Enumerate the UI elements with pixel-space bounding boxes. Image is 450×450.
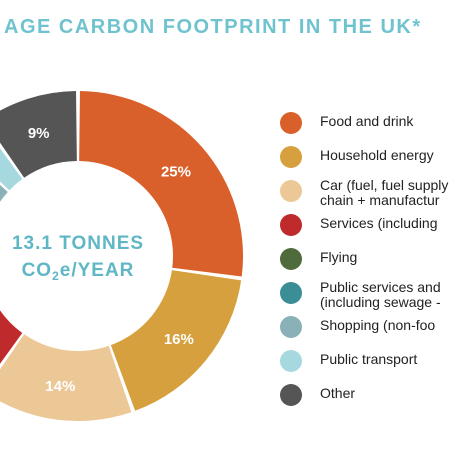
legend-label: Public services and (including sewage -	[320, 280, 441, 310]
legend-swatch	[280, 214, 302, 236]
legend-label: Flying	[320, 250, 358, 265]
legend-swatch	[280, 248, 302, 270]
legend: Food and drink Household energy Car (fuel,…	[280, 110, 450, 416]
legend-swatch	[280, 146, 302, 168]
slice-food-and-drink	[79, 91, 243, 277]
center-label-unit: CO2e/YEAR	[22, 260, 135, 283]
donut-chart: 25%16%14%%9% 13.1 TONNES CO2e/YEAR	[0, 91, 243, 421]
legend-label: Services (including	[320, 216, 438, 231]
legend-swatch	[280, 282, 302, 304]
legend-label: Other	[320, 386, 356, 401]
legend-item: Food and drink	[280, 110, 450, 144]
slice-value-label: 25%	[161, 164, 191, 181]
slice-value-label: 16%	[164, 331, 194, 348]
legend-item: Car (fuel, fuel supply chain + manufactu…	[280, 178, 450, 212]
legend-item: Flying	[280, 246, 450, 280]
slice-value-label: 14%	[45, 378, 75, 395]
legend-item: Other	[280, 382, 450, 416]
chart-title: AGE CARBON FOOTPRINT IN THE UK*	[4, 16, 422, 38]
legend-swatch	[280, 180, 302, 202]
slice-value-label: 9%	[28, 125, 50, 142]
legend-item: Shopping (non-foo	[280, 314, 450, 348]
legend-label: Shopping (non-foo	[320, 318, 436, 333]
slice-other	[0, 91, 77, 178]
legend-label: Car (fuel, fuel supply chain + manufactu…	[320, 178, 449, 208]
legend-item: Household energy	[280, 144, 450, 178]
legend-label: Household energy	[320, 148, 434, 163]
center-label-tonnes: 13.1 TONNES	[12, 233, 144, 254]
legend-item: Public services and (including sewage -	[280, 280, 450, 314]
slice-car-fuel-fuel-supply-chain-manufacture	[0, 334, 132, 421]
slice-shopping-non-food	[0, 184, 8, 202]
donut-slices	[0, 91, 243, 421]
legend-item: Public transport	[280, 348, 450, 382]
legend-swatch	[280, 384, 302, 406]
slice-public-transport	[0, 148, 23, 191]
legend-label: Food and drink	[320, 114, 414, 129]
legend-swatch	[280, 316, 302, 338]
legend-item: Services (including	[280, 212, 450, 246]
legend-swatch	[280, 350, 302, 372]
slice-household-energy	[110, 270, 242, 411]
slice-services-including	[0, 310, 23, 364]
legend-label: Public transport	[320, 352, 418, 367]
slice-labels: 25%16%14%%9%	[28, 125, 194, 395]
legend-swatch	[280, 112, 302, 134]
